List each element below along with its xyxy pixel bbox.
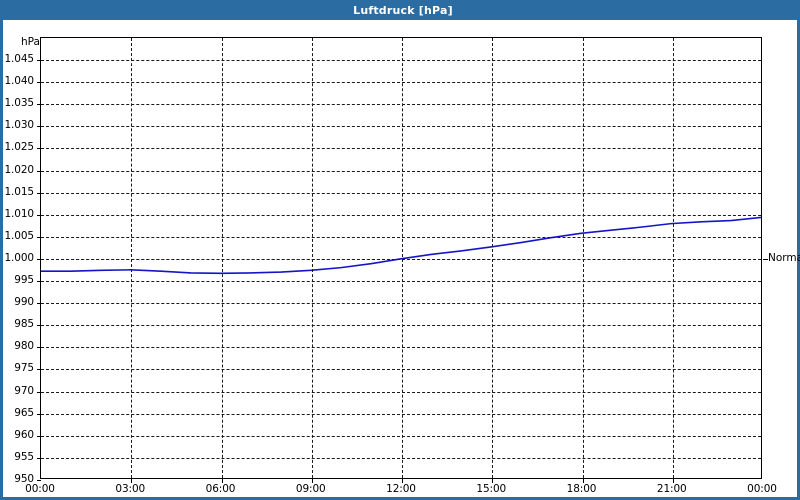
y-tick-mark <box>37 391 41 393</box>
chart-canvas: hPa Normal 1.045 1.040 1.035 1.030 1.025 1.02… <box>3 20 800 500</box>
x-tick-time-label: 21:00 <box>656 483 687 495</box>
window-title-bar: Luftdruck [hPa] <box>3 0 800 20</box>
y-tick-label: 955 <box>14 450 34 463</box>
y-tick-label: 1.035 <box>4 97 34 110</box>
x-tick-mark <box>582 478 584 483</box>
x-tick-mark <box>131 478 133 483</box>
y-tick-label: 985 <box>14 318 34 331</box>
window-title: Luftdruck [hPa] <box>353 3 453 17</box>
x-gridline <box>672 38 674 478</box>
y-tick-mark <box>37 104 41 106</box>
y-tick-mark <box>37 325 41 327</box>
x-tick-time-label: 06:00 <box>205 483 236 495</box>
x-tick-mark <box>311 478 313 483</box>
y-tick-mark <box>37 413 41 415</box>
y-gridline <box>41 60 761 61</box>
normal-reference-tick <box>763 258 768 260</box>
y-gridline <box>41 347 761 349</box>
y-tick-label: 965 <box>14 406 34 419</box>
y-gridline <box>41 148 761 150</box>
y-gridline <box>41 281 761 283</box>
y-tick-label: 1.040 <box>4 75 34 88</box>
y-tick-label: 980 <box>14 340 34 353</box>
y-gridline <box>41 303 761 305</box>
x-tick-mark <box>492 478 494 483</box>
y-tick-mark <box>37 281 41 283</box>
y-tick-label: 990 <box>14 296 34 309</box>
y-tick-label: 1.005 <box>4 229 34 242</box>
y-gridline <box>41 236 761 238</box>
y-tick-mark <box>37 170 41 172</box>
y-tick-mark <box>37 369 41 371</box>
series-line-luftdruck <box>41 216 762 275</box>
y-gridline <box>41 126 761 128</box>
x-gridline <box>582 38 584 478</box>
x-gridline <box>492 38 494 478</box>
x-tick-mark <box>221 478 223 483</box>
y-gridline <box>41 82 761 84</box>
y-gridline <box>41 369 761 371</box>
y-tick-mark <box>37 347 41 349</box>
y-gridline <box>41 413 761 415</box>
x-gridline <box>131 38 133 478</box>
y-axis-unit-label: hPa <box>21 36 40 48</box>
y-tick-mark <box>37 214 41 216</box>
y-tick-label: 1.020 <box>4 163 34 176</box>
y-tick-label: 1.045 <box>4 53 34 65</box>
x-tick-time-label: 09:00 <box>295 483 326 495</box>
y-tick-label: 950 <box>14 473 34 485</box>
x-tick-mark <box>402 478 403 483</box>
y-gridline <box>41 325 761 327</box>
y-gridline <box>41 457 761 459</box>
y-tick-label: 975 <box>14 362 34 375</box>
x-tick-mark <box>672 478 674 483</box>
x-tick-time-label: 15:00 <box>476 483 507 495</box>
y-tick-label: 1.010 <box>4 207 34 220</box>
y-gridline <box>41 192 761 194</box>
y-tick-mark <box>37 60 41 61</box>
x-tick-time-label: 18:00 <box>566 483 597 495</box>
x-tick-time-label: 12:00 <box>386 483 416 495</box>
y-gridline <box>41 435 761 437</box>
y-tick-mark <box>37 126 41 128</box>
y-tick-mark <box>37 236 41 238</box>
x-gridline <box>311 38 313 478</box>
y-tick-label: 1.025 <box>4 141 34 154</box>
y-tick-mark <box>37 457 41 459</box>
y-tick-label: 970 <box>14 384 34 397</box>
y-gridline <box>41 170 761 172</box>
y-tick-label: 995 <box>14 274 34 287</box>
x-gridline <box>402 38 403 478</box>
y-tick-mark <box>37 192 41 194</box>
normal-reference-line <box>41 258 761 260</box>
y-tick-label: 1.015 <box>4 185 34 198</box>
x-tick-time-label: 00:00 <box>25 483 55 495</box>
y-tick-label: 1.030 <box>4 119 34 132</box>
normal-reference-label: Normal <box>768 251 800 264</box>
x-tick-time-label: 00:00 <box>747 483 777 495</box>
y-tick-mark <box>37 82 41 84</box>
x-gridline <box>221 38 223 478</box>
y-tick-mark <box>37 303 41 305</box>
y-gridline <box>41 214 761 216</box>
y-gridline <box>41 104 761 106</box>
y-gridline <box>41 391 761 393</box>
plot-area <box>37 37 768 483</box>
y-tick-label: 960 <box>14 428 34 441</box>
y-tick-mark <box>37 435 41 437</box>
x-tick-time-label: 03:00 <box>115 483 146 495</box>
y-tick-mark <box>37 258 41 260</box>
y-tick-mark <box>37 480 41 481</box>
y-tick-mark <box>37 148 41 150</box>
y-tick-label: 1.000 <box>4 251 34 264</box>
